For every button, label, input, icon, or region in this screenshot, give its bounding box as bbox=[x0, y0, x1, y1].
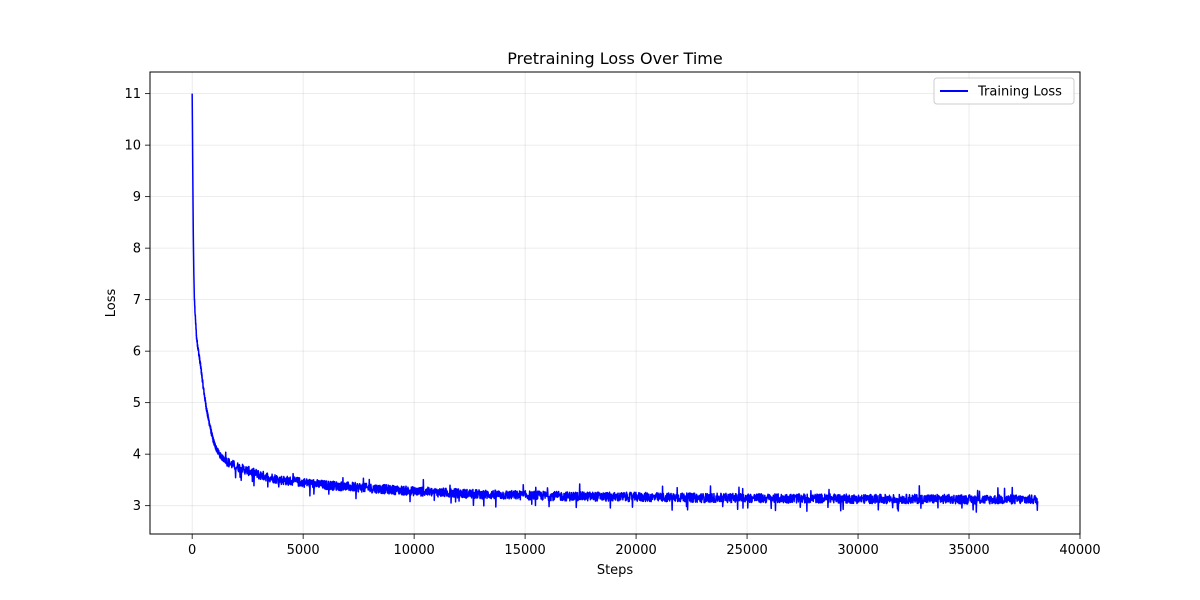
x-tick-label: 20000 bbox=[615, 543, 656, 558]
plot-frame bbox=[149, 71, 1081, 535]
y-axis-label: Loss bbox=[104, 289, 119, 318]
legend-label-training-loss: Training Loss bbox=[977, 85, 1062, 100]
y-tick-label: 4 bbox=[133, 448, 141, 463]
y-tick-label: 7 bbox=[133, 293, 141, 308]
y-axis: 3 4 5 6 7 8 9 10 11 bbox=[124, 87, 150, 514]
y-tick-label: 9 bbox=[133, 190, 141, 205]
legend: Training Loss bbox=[933, 77, 1075, 105]
x-axis-label: Steps bbox=[597, 563, 634, 578]
x-axis: 0 5000 10000 15000 20000 25000 30000 35000 40000 bbox=[188, 534, 1101, 558]
y-tick-label: 10 bbox=[124, 139, 141, 154]
x-tick-label: 10000 bbox=[393, 543, 434, 558]
legend-box bbox=[933, 77, 1075, 105]
y-tick-label: 6 bbox=[133, 345, 141, 360]
y-tick-label: 8 bbox=[133, 242, 141, 257]
x-tick-label: 40000 bbox=[1059, 543, 1100, 558]
x-tick-label: 0 bbox=[188, 543, 196, 558]
y-tick-label: 5 bbox=[133, 396, 141, 411]
y-tick-label: 11 bbox=[124, 87, 141, 102]
y-tick-label: 3 bbox=[133, 499, 141, 514]
x-tick-label: 35000 bbox=[948, 543, 989, 558]
training-loss-line bbox=[191, 93, 1039, 513]
x-tick-label: 25000 bbox=[726, 543, 767, 558]
x-tick-label: 30000 bbox=[837, 543, 878, 558]
x-tick-label: 15000 bbox=[504, 543, 545, 558]
x-tick-label: 5000 bbox=[287, 543, 320, 558]
chart-title: Pretraining Loss Over Time bbox=[507, 49, 722, 68]
